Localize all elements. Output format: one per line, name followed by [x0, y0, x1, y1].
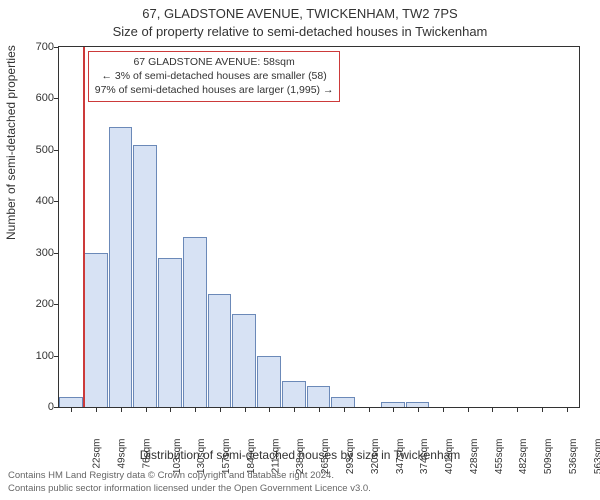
x-tick-mark [344, 408, 345, 412]
y-tick-mark [54, 98, 58, 99]
histogram-bar [257, 356, 281, 407]
histogram-bar [307, 386, 331, 407]
y-tick-label: 300 [14, 247, 54, 259]
x-tick-mark [71, 408, 72, 412]
x-tick-mark [269, 408, 270, 412]
x-tick-mark [220, 408, 221, 412]
histogram-bar [208, 294, 232, 407]
y-tick-label: 500 [14, 144, 54, 156]
chart-title-line2: Size of property relative to semi-detach… [0, 24, 600, 39]
x-axis-label: Distribution of semi-detached houses by … [0, 448, 600, 462]
y-tick-mark [54, 304, 58, 305]
histogram-bar [158, 258, 182, 407]
y-tick-mark [54, 47, 58, 48]
y-tick-mark [54, 150, 58, 151]
y-tick-label: 700 [14, 41, 54, 53]
x-tick-mark [492, 408, 493, 412]
histogram-bar [406, 402, 430, 407]
x-tick-mark [542, 408, 543, 412]
x-tick-mark [96, 408, 97, 412]
x-tick-mark [393, 408, 394, 412]
x-tick-mark [319, 408, 320, 412]
y-tick-label: 100 [14, 350, 54, 362]
chart-title-line1: 67, GLADSTONE AVENUE, TWICKENHAM, TW2 7P… [0, 6, 600, 21]
y-tick-label: 200 [14, 298, 54, 310]
x-tick-mark [369, 408, 370, 412]
annotation-line1: 67 GLADSTONE AVENUE: 58sqm [95, 55, 334, 69]
x-tick-mark [146, 408, 147, 412]
y-axis-label: Number of semi-detached properties [4, 45, 18, 240]
plot-area: 67 GLADSTONE AVENUE: 58sqm← 3% of semi-d… [58, 46, 580, 408]
y-tick-label: 600 [14, 92, 54, 104]
histogram-bar [59, 397, 83, 407]
footer-line1: Contains HM Land Registry data © Crown c… [8, 470, 371, 483]
annotation-box: 67 GLADSTONE AVENUE: 58sqm← 3% of semi-d… [88, 51, 341, 102]
x-tick-mark [245, 408, 246, 412]
x-tick-mark [443, 408, 444, 412]
x-tick-mark [418, 408, 419, 412]
histogram-bar [109, 127, 133, 407]
annotation-line3: 97% of semi-detached houses are larger (… [95, 83, 334, 97]
x-tick-mark [195, 408, 196, 412]
histogram-bar [133, 145, 157, 407]
histogram-bar [232, 314, 256, 407]
histogram-bar [183, 237, 207, 407]
chart-root: 67, GLADSTONE AVENUE, TWICKENHAM, TW2 7P… [0, 0, 600, 500]
histogram-bar [282, 381, 306, 407]
x-tick-mark [567, 408, 568, 412]
x-tick-mark [294, 408, 295, 412]
y-tick-mark [54, 253, 58, 254]
histogram-bar [331, 397, 355, 407]
x-tick-mark [517, 408, 518, 412]
y-tick-label: 400 [14, 195, 54, 207]
x-tick-mark [170, 408, 171, 412]
y-tick-mark [54, 356, 58, 357]
property-marker-line [83, 47, 85, 407]
footer-line2: Contains public sector information licen… [8, 483, 371, 496]
histogram-bar [381, 402, 405, 407]
x-tick-mark [121, 408, 122, 412]
footer-attribution: Contains HM Land Registry data © Crown c… [8, 470, 371, 496]
y-tick-mark [54, 407, 58, 408]
histogram-bar [84, 253, 108, 407]
annotation-line2: ← 3% of semi-detached houses are smaller… [95, 69, 334, 83]
y-tick-mark [54, 201, 58, 202]
x-tick-mark [468, 408, 469, 412]
y-tick-label: 0 [14, 401, 54, 413]
